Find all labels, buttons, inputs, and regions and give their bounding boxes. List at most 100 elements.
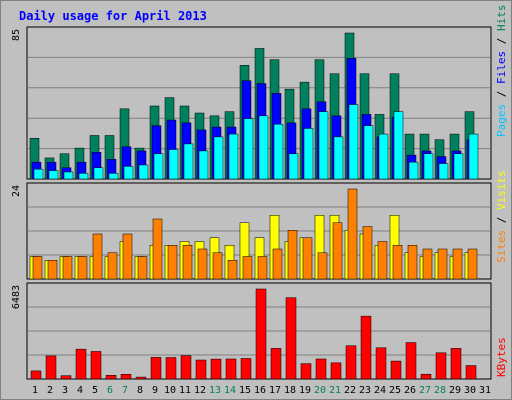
legend-visits-sites: Sites / Visits xyxy=(495,170,508,263)
legend-sep1: / xyxy=(495,84,508,104)
legend-sep3: / xyxy=(495,210,508,230)
x-tick-label: 9 xyxy=(152,385,158,396)
legend-hits-files-pages: Pages / Files / Hits xyxy=(495,5,508,138)
kbytes-bar xyxy=(135,376,147,380)
x-tick-label: 5 xyxy=(92,385,98,396)
sites-bar xyxy=(62,256,73,280)
pages-bar xyxy=(228,133,239,180)
x-tick-label: 23 xyxy=(359,385,371,396)
pages-bar xyxy=(423,153,434,180)
kbytes-bar xyxy=(465,365,477,380)
pages-bar xyxy=(468,133,479,180)
sites-bar xyxy=(407,245,418,280)
kbytes-bar xyxy=(90,351,102,380)
kbytes-bar xyxy=(165,357,177,380)
sites-bar xyxy=(242,256,253,280)
legend-sep2: / xyxy=(495,31,508,51)
x-tick-label: 12 xyxy=(194,385,206,396)
kbytes-bar xyxy=(420,373,432,380)
kbytes-bar xyxy=(210,358,222,380)
x-tick-label: 6 xyxy=(107,385,113,396)
sites-bar xyxy=(452,248,463,280)
legend-visits: Visits xyxy=(495,170,508,210)
sites-bar xyxy=(317,252,328,280)
x-tick-label: 10 xyxy=(164,385,176,396)
pages-bar xyxy=(168,149,179,180)
x-tick-label: 28 xyxy=(434,385,446,396)
kbytes-bar xyxy=(255,288,267,380)
kbytes-bar xyxy=(30,370,42,380)
sites-bar xyxy=(362,226,373,280)
kbytes-bar xyxy=(225,358,237,380)
x-tick-label: 11 xyxy=(179,385,191,396)
x-tick-label: 21 xyxy=(329,385,341,396)
kbytes-bar xyxy=(150,357,162,380)
pages-bar xyxy=(303,128,314,180)
pages-bar xyxy=(138,164,149,180)
kbytes-bar xyxy=(240,358,252,380)
x-tick-label: 16 xyxy=(254,385,266,396)
x-tick-label: 29 xyxy=(449,385,461,396)
pages-bar xyxy=(453,153,464,180)
x-tick-label: 14 xyxy=(224,385,236,396)
sites-bar xyxy=(392,245,403,280)
sites-bar xyxy=(287,230,298,280)
kbytes-bar xyxy=(375,347,387,380)
sites-bar xyxy=(182,245,193,280)
sites-bar xyxy=(92,233,103,280)
panel-hits-files-pages: 85 Pages / Files / Hits xyxy=(11,5,508,180)
kbytes-bar xyxy=(390,360,402,380)
pages-bar xyxy=(273,124,284,180)
sites-bar xyxy=(272,248,283,280)
sites-bar xyxy=(137,256,148,280)
legend-pages: Pages xyxy=(495,104,508,137)
x-tick-label: 31 xyxy=(479,385,491,396)
sites-bar xyxy=(32,256,43,280)
pages-bar xyxy=(243,118,254,180)
pages-bar xyxy=(63,171,74,180)
pages-bar xyxy=(288,153,299,180)
kbytes-bar xyxy=(270,348,282,380)
chart-title: Daily usage for April 2013 xyxy=(19,9,207,23)
kbytes-bar xyxy=(360,315,372,380)
kbytes-bar xyxy=(435,352,447,380)
legend-hits: Hits xyxy=(495,5,508,32)
x-tick-label: 30 xyxy=(464,385,476,396)
sites-bar xyxy=(122,233,133,280)
x-tick-label: 7 xyxy=(122,385,128,396)
pages-bar xyxy=(348,104,359,180)
pages-bar xyxy=(33,168,44,180)
sites-bar xyxy=(332,222,343,280)
pages-bar xyxy=(213,136,224,180)
pages-bar xyxy=(198,150,209,180)
sites-bar xyxy=(197,248,208,280)
kbytes-bar xyxy=(300,363,312,380)
pages-bar xyxy=(48,170,59,180)
kbytes-bar xyxy=(105,374,117,380)
legend-kbytes: KBytes xyxy=(495,337,508,377)
sites-bar xyxy=(107,252,118,280)
kbytes-bar xyxy=(180,355,192,380)
x-tick-label: 26 xyxy=(404,385,416,396)
x-tick-label: 13 xyxy=(209,385,221,396)
pages-bar xyxy=(318,111,329,180)
x-tick-label: 18 xyxy=(284,385,296,396)
sites-bar xyxy=(377,241,388,280)
kbytes-bar xyxy=(195,359,207,380)
x-tick-label: 2 xyxy=(47,385,53,396)
sites-bar xyxy=(152,218,163,280)
sites-bar xyxy=(347,188,358,280)
kbytes-bar xyxy=(285,297,297,380)
x-tick-label: 4 xyxy=(77,385,83,396)
pages-bar xyxy=(408,161,419,180)
kbytes-bar xyxy=(45,355,57,380)
x-tick-label: 24 xyxy=(374,385,386,396)
x-tick-label: 8 xyxy=(137,385,143,396)
pages-bar xyxy=(258,115,269,180)
pages-bar xyxy=(183,143,194,180)
kbytes-bar xyxy=(120,374,132,380)
pages-bar xyxy=(78,173,89,180)
pages-bar xyxy=(153,153,164,180)
